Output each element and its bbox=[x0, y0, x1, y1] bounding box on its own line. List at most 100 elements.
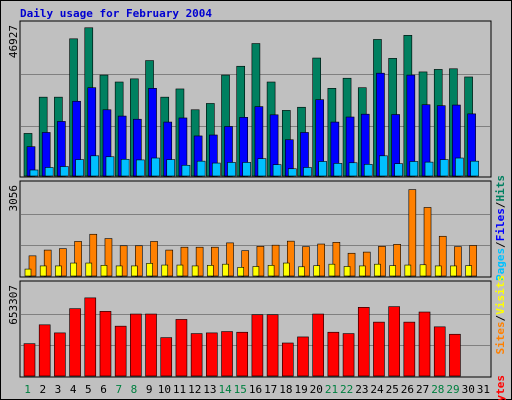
visits-bar bbox=[237, 267, 245, 277]
files-bar bbox=[406, 74, 416, 177]
visits-bar bbox=[176, 264, 184, 277]
sites-bar bbox=[393, 244, 401, 277]
pages-bar bbox=[272, 164, 282, 177]
kbytes-bar bbox=[206, 332, 218, 377]
ymax-label-bottom: 653307 bbox=[7, 285, 20, 325]
visits-bar bbox=[146, 263, 153, 277]
x-tick-label: 15 bbox=[234, 383, 247, 396]
visits-bar bbox=[313, 265, 320, 277]
sites-bar bbox=[362, 251, 371, 277]
visits-bar bbox=[85, 262, 93, 277]
x-tick-label: 26 bbox=[401, 383, 414, 396]
kbytes-bar bbox=[69, 308, 81, 377]
visits-bar bbox=[358, 265, 366, 277]
kbytes-bar bbox=[99, 311, 112, 377]
x-tick-label: 3 bbox=[55, 383, 62, 396]
sites-bar bbox=[226, 242, 234, 277]
visits-bar bbox=[55, 265, 62, 277]
sites-bar bbox=[150, 241, 158, 277]
x-tick-label: 11 bbox=[173, 383, 186, 396]
pages-bar bbox=[75, 159, 84, 177]
x-tick-label: 7 bbox=[115, 383, 122, 396]
pages-bar bbox=[44, 167, 54, 177]
kbytes-bar bbox=[418, 311, 431, 377]
pages-bar bbox=[439, 159, 449, 177]
pages-bar bbox=[303, 167, 312, 177]
x-tick-label: 13 bbox=[203, 383, 216, 396]
sites-bar bbox=[59, 248, 67, 277]
kbytes-bar bbox=[449, 333, 461, 377]
pages-bar bbox=[257, 158, 267, 177]
visits-bar bbox=[419, 264, 427, 277]
ymax-label-top: 46927 bbox=[7, 25, 20, 58]
legend-entry: Files bbox=[494, 208, 507, 241]
visits-bar bbox=[404, 264, 412, 277]
sites-bar bbox=[378, 246, 386, 277]
visits-bar bbox=[24, 268, 32, 277]
sites-bar bbox=[408, 189, 417, 277]
kbytes-bar bbox=[130, 313, 142, 377]
ymax-label-middle: 3056 bbox=[7, 185, 20, 212]
x-tick-label: 6 bbox=[100, 383, 107, 396]
pages-bar bbox=[60, 166, 69, 177]
pages-bar bbox=[181, 164, 191, 177]
pages-bar bbox=[151, 157, 160, 177]
kbytes-bar bbox=[251, 314, 264, 377]
sites-bar bbox=[89, 233, 98, 277]
visits-bar bbox=[434, 265, 442, 277]
x-tick-label: 17 bbox=[264, 383, 277, 396]
pages-bar bbox=[212, 162, 221, 177]
visits-bar bbox=[70, 262, 77, 277]
visits-bar bbox=[450, 265, 457, 277]
kbytes-bar bbox=[373, 321, 385, 377]
sites-bar bbox=[74, 241, 82, 277]
x-tick-label: 8 bbox=[131, 383, 138, 396]
visits-bar bbox=[39, 265, 47, 277]
x-tick-label: 14 bbox=[218, 383, 232, 396]
x-tick-label: 10 bbox=[158, 383, 171, 396]
visits-bar bbox=[374, 263, 381, 277]
sites-bar bbox=[28, 255, 37, 277]
kbytes-bar bbox=[327, 331, 340, 377]
visits-bar bbox=[328, 263, 336, 277]
x-tick-label: 22 bbox=[340, 383, 353, 396]
pages-bar bbox=[363, 164, 373, 177]
x-tick-label: 30 bbox=[462, 383, 475, 396]
kbytes-bar bbox=[160, 337, 173, 377]
visits-bar bbox=[298, 266, 305, 277]
kbytes-bar bbox=[145, 313, 157, 377]
x-tick-label: 18 bbox=[279, 383, 292, 396]
kbytes-bar bbox=[38, 324, 51, 377]
x-tick-label: 31 bbox=[477, 383, 490, 396]
kbytes-bar bbox=[54, 332, 66, 377]
pages-bar bbox=[196, 160, 206, 177]
kbytes-bar bbox=[236, 331, 249, 377]
x-tick-label: 19 bbox=[294, 383, 307, 396]
visits-bar bbox=[389, 265, 396, 277]
kbytes-bar bbox=[114, 325, 127, 377]
pages-bar bbox=[242, 162, 252, 177]
pages-bar bbox=[227, 162, 236, 177]
x-tick-label: 21 bbox=[325, 383, 338, 396]
kbytes-bar bbox=[357, 307, 370, 377]
kbytes-bar bbox=[342, 333, 355, 377]
kbytes-bar bbox=[175, 319, 188, 377]
x-tick-label: 23 bbox=[355, 383, 368, 396]
legend-entry: Hits bbox=[494, 175, 507, 202]
legend-top: Pages/Files/Hits bbox=[494, 175, 507, 281]
legend-separator: / bbox=[494, 241, 507, 248]
pages-bar bbox=[409, 161, 419, 177]
visits-bar bbox=[207, 265, 214, 277]
kbytes-bar bbox=[433, 326, 446, 377]
sites-bar bbox=[256, 246, 265, 277]
sites-bar bbox=[454, 246, 462, 277]
visits-bar bbox=[343, 266, 351, 277]
kbytes-bar bbox=[297, 336, 309, 377]
legend-entry: Sites bbox=[494, 321, 507, 354]
sites-bar bbox=[241, 250, 250, 277]
x-tick-label: 12 bbox=[188, 383, 201, 396]
x-tick-label: 25 bbox=[386, 383, 399, 396]
x-tick-label: 9 bbox=[146, 383, 153, 396]
pages-bar bbox=[287, 168, 297, 177]
